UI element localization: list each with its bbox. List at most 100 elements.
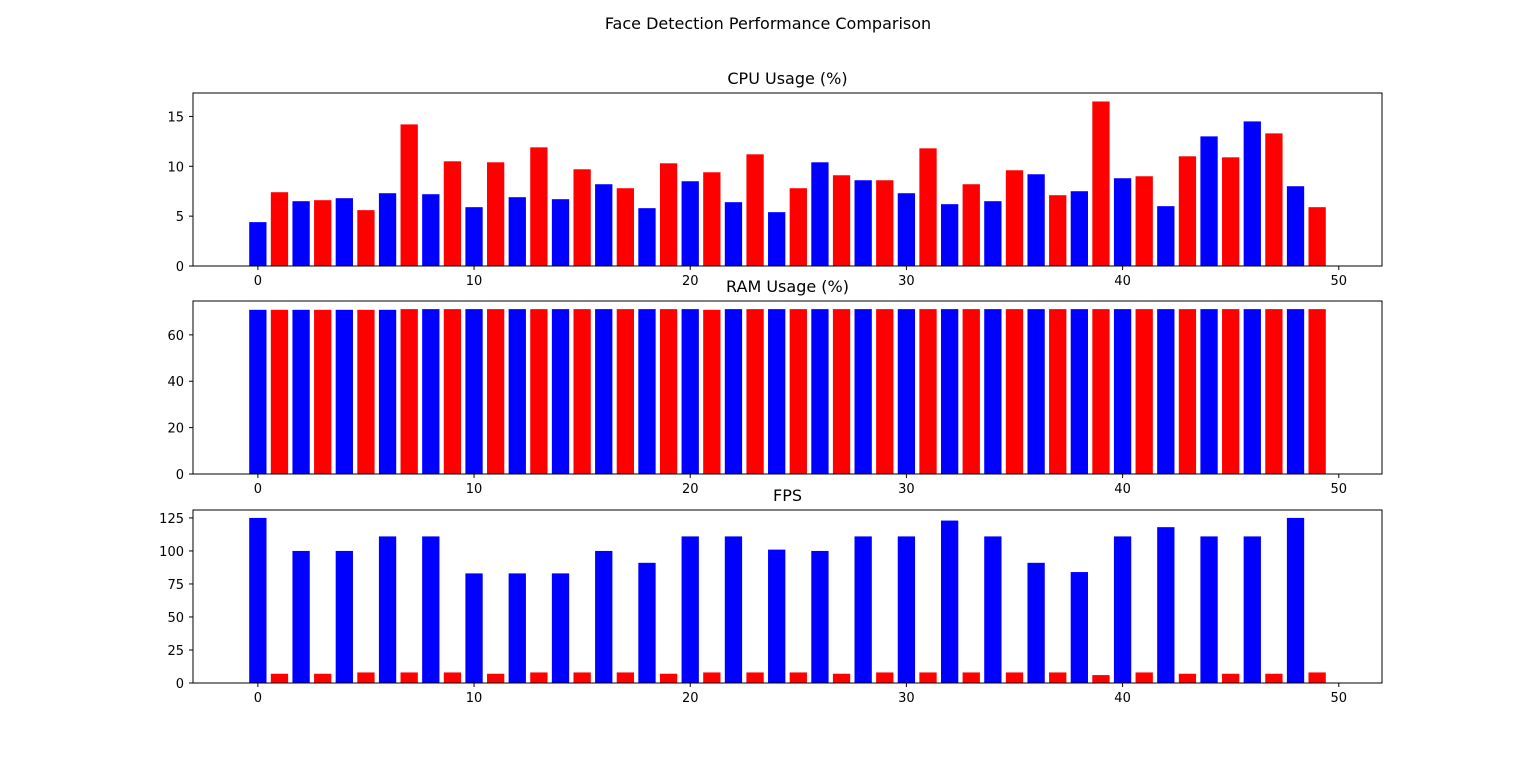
bar-41 — [1135, 672, 1153, 683]
bar-44 — [1200, 136, 1218, 266]
bar-21 — [703, 309, 721, 474]
bar-26 — [811, 309, 829, 474]
subplot-title: FPS — [773, 486, 802, 505]
x-tick-label: 20 — [682, 274, 699, 289]
y-tick-label: 10 — [167, 160, 184, 175]
bar-29 — [876, 180, 894, 266]
bar-23 — [746, 672, 764, 683]
x-tick-label: 10 — [466, 691, 483, 706]
bar-24 — [768, 212, 786, 266]
bar-1 — [270, 309, 289, 474]
bar-7 — [400, 672, 418, 683]
bar-48 — [1286, 517, 1305, 683]
bar-11 — [487, 309, 505, 474]
bar-23 — [746, 154, 764, 266]
bar-21 — [703, 672, 721, 683]
subplot-title: CPU Usage (%) — [727, 69, 847, 88]
bar-12 — [508, 309, 526, 474]
x-tick-label: 30 — [898, 482, 915, 497]
x-tick-label: 50 — [1330, 274, 1347, 289]
bar-8 — [422, 536, 440, 683]
bar-18 — [638, 309, 656, 474]
bar-24 — [768, 549, 786, 683]
x-tick-label: 10 — [466, 482, 483, 497]
bar-22 — [724, 536, 743, 683]
bar-15 — [573, 169, 591, 266]
bar-46 — [1243, 309, 1261, 474]
bar-12 — [508, 197, 526, 266]
bar-47 — [1265, 133, 1283, 266]
bar-1 — [270, 673, 289, 683]
bar-40 — [1113, 536, 1132, 683]
bar-42 — [1157, 527, 1175, 683]
bar-6 — [378, 536, 397, 683]
bar-9 — [443, 161, 462, 266]
bar-30 — [897, 536, 916, 683]
y-tick-label: 125 — [159, 512, 184, 527]
bar-28 — [854, 180, 872, 266]
bar-33 — [962, 309, 980, 474]
bar-44 — [1200, 536, 1218, 683]
bar-47 — [1265, 309, 1283, 474]
x-tick-label: 50 — [1330, 691, 1347, 706]
bar-11 — [487, 162, 505, 266]
bar-3 — [314, 200, 332, 266]
bar-11 — [487, 673, 505, 683]
bar-35 — [1005, 309, 1024, 474]
bar-39 — [1092, 101, 1110, 267]
bar-36 — [1027, 309, 1045, 474]
bar-2 — [292, 309, 310, 474]
bar-15 — [573, 672, 591, 683]
bar-16 — [595, 309, 613, 474]
bar-35 — [1005, 170, 1024, 266]
subplot-1: CPU Usage (%) 0 10 20 30 40 50 0 5 10 15 — [167, 69, 1383, 289]
bar-25 — [789, 188, 807, 266]
bar-24 — [768, 309, 786, 474]
y-tick-label: 25 — [167, 644, 184, 659]
bar-13 — [530, 147, 548, 266]
bar-29 — [876, 309, 894, 474]
bar-7 — [400, 124, 418, 266]
y-tick-label: 0 — [176, 260, 184, 275]
bar-6 — [378, 193, 397, 266]
figure-title: Face Detection Performance Comparison — [605, 14, 931, 33]
bar-41 — [1135, 309, 1153, 474]
bar-40 — [1113, 178, 1132, 266]
bar-0 — [249, 309, 267, 474]
bar-20 — [681, 309, 699, 474]
bar-15 — [573, 309, 591, 474]
bar-49 — [1308, 207, 1326, 266]
x-tick-label: 40 — [1114, 482, 1131, 497]
bar-16 — [595, 184, 613, 266]
bar-1 — [270, 192, 289, 266]
bar-31 — [919, 148, 937, 266]
bar-32 — [940, 520, 959, 683]
bar-29 — [876, 672, 894, 683]
bar-48 — [1286, 309, 1305, 474]
bar-31 — [919, 672, 937, 683]
bar-35 — [1005, 672, 1024, 683]
bar-17 — [616, 672, 635, 683]
bar-20 — [681, 181, 699, 266]
bar-17 — [616, 309, 635, 474]
bar-5 — [357, 309, 375, 474]
bar-14 — [551, 199, 570, 266]
bar-0 — [249, 222, 267, 266]
bar-28 — [854, 536, 872, 683]
bar-14 — [551, 573, 570, 683]
bar-10 — [465, 309, 483, 474]
bar-49 — [1308, 672, 1326, 683]
bar-38 — [1070, 572, 1088, 683]
bar-33 — [962, 672, 980, 683]
bar-43 — [1178, 156, 1197, 266]
x-tick-label: 0 — [254, 691, 262, 706]
bar-8 — [422, 194, 440, 266]
bar-16 — [595, 550, 613, 683]
bar-23 — [746, 309, 764, 474]
bar-13 — [530, 309, 548, 474]
bar-37 — [1049, 672, 1067, 683]
bar-27 — [832, 175, 851, 266]
bar-10 — [465, 207, 483, 266]
bar-26 — [811, 162, 829, 266]
bar-30 — [897, 309, 916, 474]
